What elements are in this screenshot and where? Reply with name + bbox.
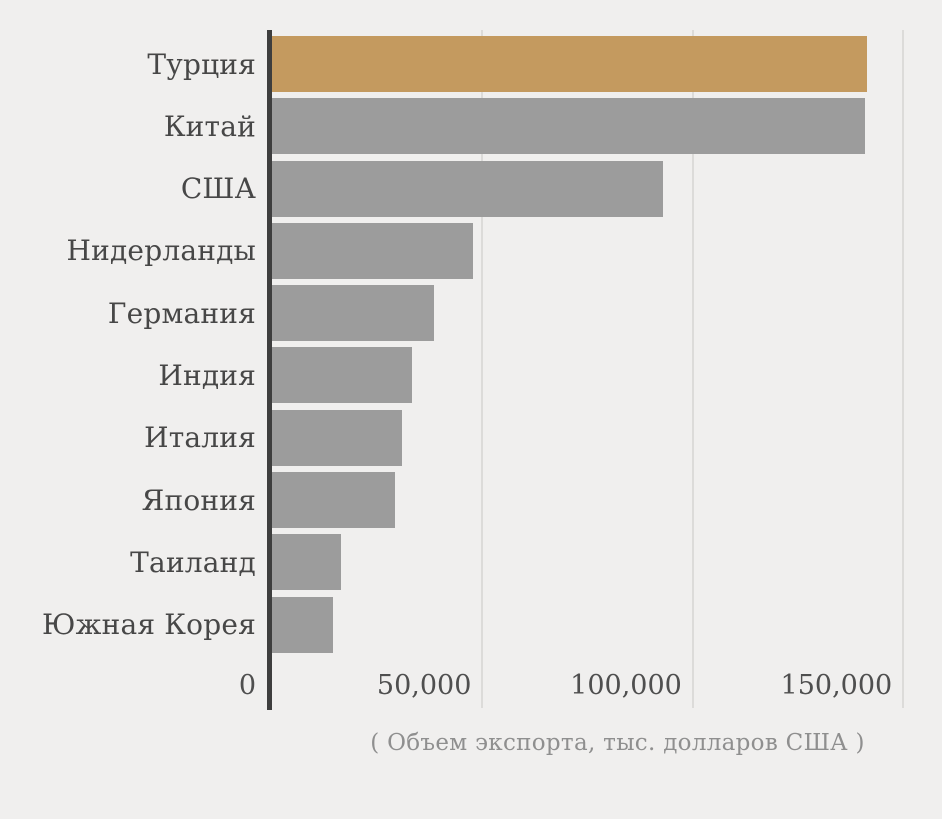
category-label: Германия (107, 296, 256, 330)
bar-row: Италия (0, 409, 942, 466)
category-label: Япония (141, 483, 256, 517)
y-axis-line (267, 30, 272, 710)
x-tick-label: 0 (238, 670, 256, 701)
bar (272, 534, 341, 591)
category-label: Турция (147, 47, 256, 81)
bar (272, 347, 412, 404)
bars-layer: Турция Китай США Нидерланды Германия Индия Ита… (0, 36, 942, 819)
x-gridline (481, 30, 484, 708)
x-gridline (902, 30, 905, 708)
category-label: Таиланд (130, 545, 256, 579)
bar (272, 36, 867, 92)
category-label: Китай (163, 109, 256, 143)
x-axis-caption: ( Объем экспорта, тыс. долларов США ) (370, 730, 865, 756)
bar (272, 98, 865, 155)
bar-row: Турция (0, 36, 942, 92)
bar-row: Нидерланды (0, 222, 942, 279)
bar-row: США (0, 160, 942, 217)
bar-row: Южная Корея (0, 596, 942, 653)
bar-row: Таиланд (0, 534, 942, 591)
x-gridline (691, 30, 694, 708)
x-tick-label: 100,000 (570, 670, 682, 701)
x-tick-label: 50,000 (376, 670, 472, 701)
category-label: Италия (144, 421, 256, 455)
x-tick-label: 150,000 (780, 670, 893, 701)
bar-row: Китай (0, 98, 942, 155)
bar (272, 222, 473, 279)
category-label: Нидерланды (66, 234, 256, 268)
category-label: Южная Корея (42, 608, 256, 642)
category-label: Индия (158, 358, 256, 392)
bar (272, 472, 395, 529)
bar (272, 409, 402, 466)
x-axis-tick-layer: 0 50,000 100,000 150,000 (238, 670, 893, 701)
bar-row: Индия (0, 347, 942, 404)
category-label: США (180, 172, 256, 206)
bar (272, 160, 663, 217)
bar-row: Германия (0, 285, 942, 342)
gridline-layer (481, 30, 905, 708)
export-volume-bar-chart: Турция Китай США Нидерланды Германия Индия Ита… (42, 30, 905, 756)
bar-row: Япония (0, 472, 942, 529)
bar (272, 285, 434, 342)
bar (272, 596, 334, 653)
